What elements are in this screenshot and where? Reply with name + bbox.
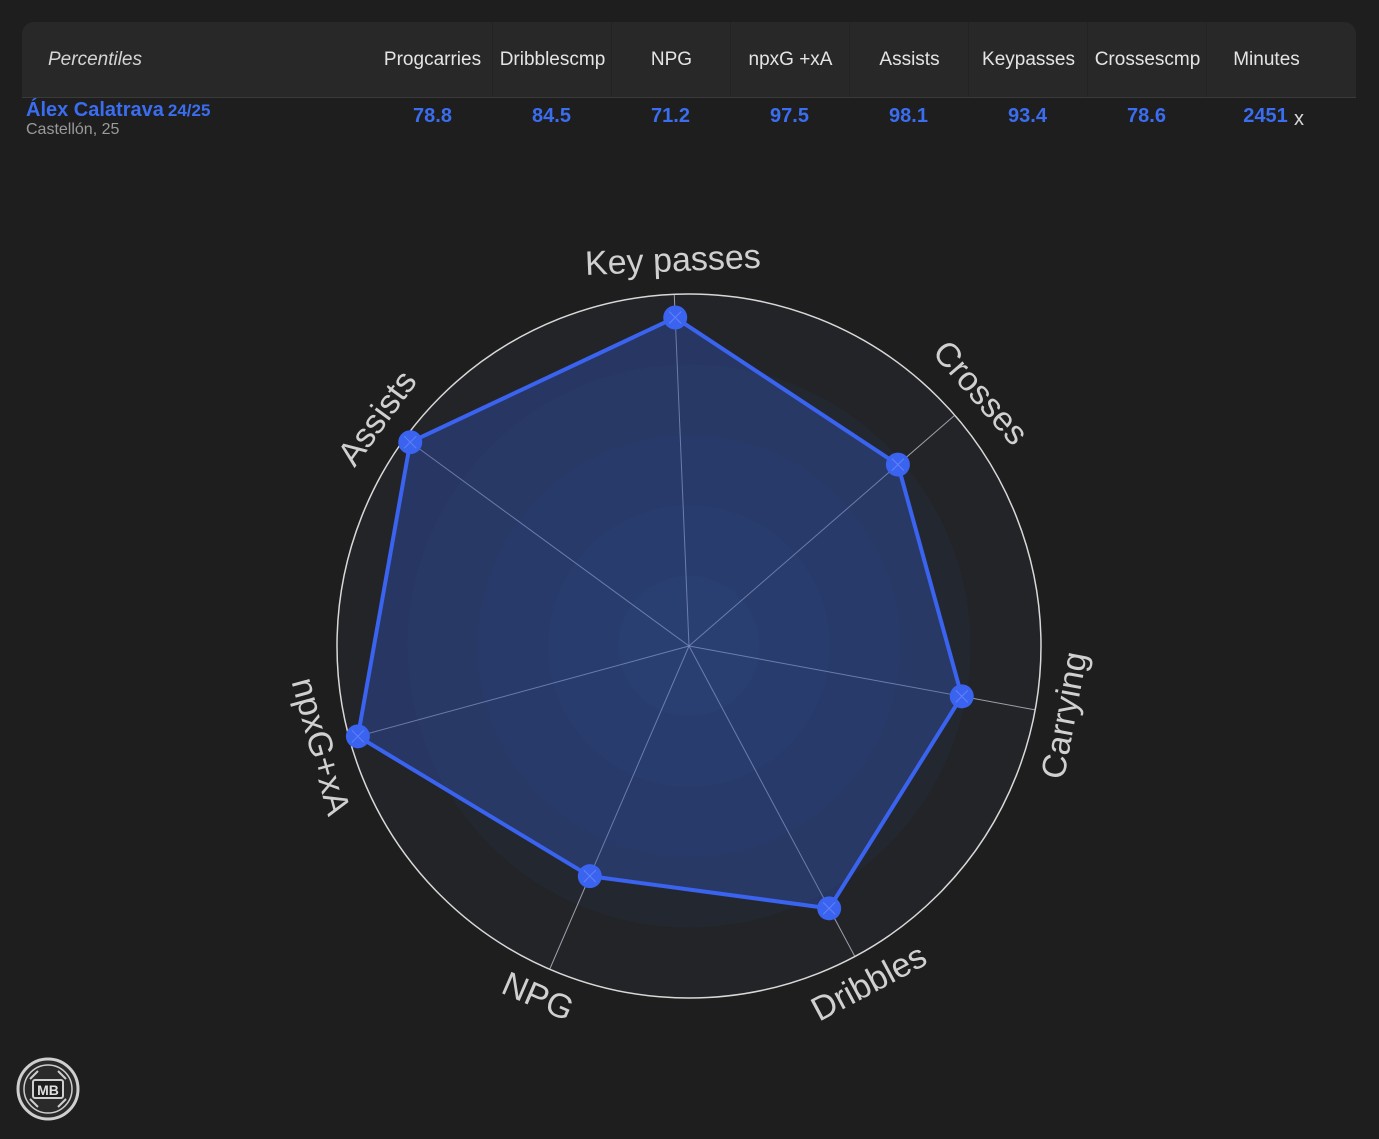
column-header[interactable]: Assists bbox=[849, 22, 969, 97]
radar-axis-label: Carrying bbox=[1034, 649, 1095, 782]
percentile-value: 71.2 bbox=[651, 105, 690, 127]
radar-spoke bbox=[688, 645, 1036, 711]
radar-spoke bbox=[404, 437, 690, 647]
player-name-link[interactable]: Álex Calatrava 24/25 bbox=[26, 99, 210, 122]
column-header[interactable]: NPG bbox=[611, 22, 731, 97]
table-header: Percentiles Prog carries Dribbles cmp NPG npx… bbox=[22, 22, 1356, 98]
radar-point-cross bbox=[891, 458, 905, 471]
radar-outer-ring bbox=[336, 293, 1042, 999]
mb-logo: MB bbox=[16, 1057, 80, 1121]
percentile-value: 78.8 bbox=[413, 105, 452, 127]
column-header[interactable]: Minutes bbox=[1206, 22, 1326, 97]
remove-player-button[interactable]: x bbox=[1294, 108, 1304, 130]
column-header-line1: NPG bbox=[650, 48, 693, 70]
column-header-line1: npxG +xA bbox=[748, 48, 833, 70]
radar-point-cross bbox=[955, 689, 969, 703]
radar-point-cross bbox=[822, 901, 836, 915]
radar-point-cross bbox=[403, 435, 417, 449]
radar-series-polygon bbox=[355, 315, 964, 911]
column-header[interactable]: Dribbles cmp bbox=[492, 22, 612, 97]
percentiles-table: Percentiles Prog carries Dribbles cmp NPG npx… bbox=[22, 22, 1356, 98]
radar-point-cross bbox=[583, 869, 597, 883]
column-header-line1: Assists bbox=[879, 48, 940, 70]
percentile-value: 93.4 bbox=[1008, 105, 1047, 127]
percentile-value: 2451 bbox=[1243, 105, 1288, 127]
radar-point-cross bbox=[668, 311, 682, 324]
player-name[interactable]: Álex Calatrava bbox=[26, 99, 164, 121]
header-percentiles: Percentiles bbox=[48, 48, 142, 70]
radar-spoke bbox=[673, 294, 690, 647]
column-header[interactable]: Key passes bbox=[968, 22, 1088, 97]
player-club-age: Castellón, 25 bbox=[26, 121, 120, 138]
radar-axis-label: Key passes bbox=[584, 238, 761, 283]
column-header-line2: cmp bbox=[569, 48, 606, 70]
column-header-line1: Crosses bbox=[1094, 48, 1165, 70]
percentile-value: 78.6 bbox=[1127, 105, 1166, 127]
column-header-line2: carries bbox=[424, 48, 482, 70]
column-header[interactable]: Prog carries bbox=[373, 22, 492, 97]
radar-point-cross bbox=[351, 729, 365, 743]
column-header[interactable]: npxG +xA bbox=[730, 22, 850, 97]
column-header[interactable]: Crosses cmp bbox=[1087, 22, 1207, 97]
radar-spoke bbox=[688, 414, 956, 647]
column-header-line1: Key bbox=[982, 48, 1015, 70]
column-header-line1: Minutes bbox=[1233, 48, 1300, 70]
logo-text: MB bbox=[37, 1082, 59, 1098]
column-header-line2: passes bbox=[1014, 48, 1075, 70]
percentile-value: 84.5 bbox=[532, 105, 571, 127]
player-season: 24/25 bbox=[167, 101, 211, 120]
radar-spoke bbox=[549, 645, 690, 970]
column-header-line1: Prog bbox=[383, 48, 425, 70]
column-header-line2: cmp bbox=[1164, 48, 1201, 70]
percentile-value: 98.1 bbox=[889, 105, 928, 127]
column-header-line1: Dribbles bbox=[499, 48, 570, 70]
percentile-value: 97.5 bbox=[770, 105, 809, 127]
radar-spoke bbox=[349, 645, 690, 740]
